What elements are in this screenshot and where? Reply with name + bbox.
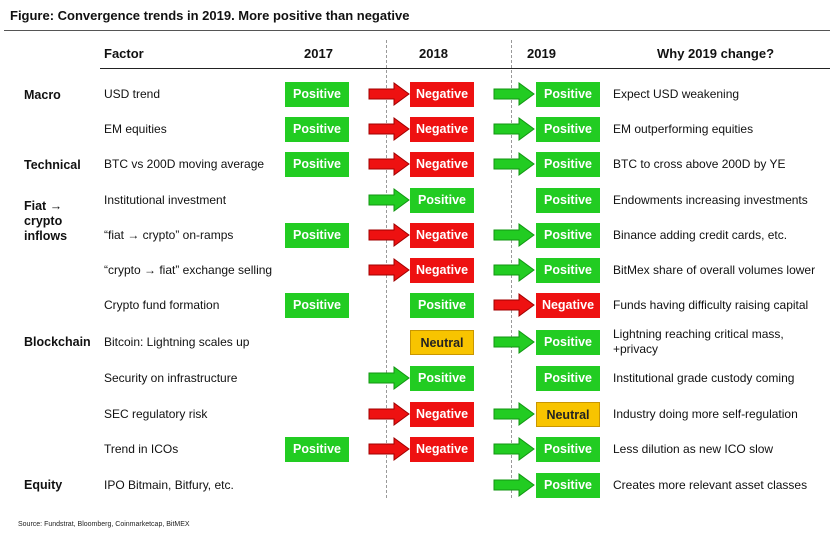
header-factor: Factor [104, 46, 144, 61]
factor-label: EM equities [104, 122, 167, 136]
status-2017-badge: Positive [285, 223, 349, 248]
status-2019-badge: Neutral [536, 402, 600, 427]
reason-text: Creates more relevant asset classes [613, 478, 808, 492]
status-2018-badge: Negative [410, 437, 474, 462]
group-blockchain: Blockchain [24, 335, 91, 349]
red-arrow-icon [368, 82, 410, 106]
status-2019-badge: Positive [536, 258, 600, 283]
green-arrow-icon [493, 82, 535, 106]
status-2019-badge: Positive [536, 117, 600, 142]
group-macro: Macro [24, 88, 61, 102]
red-arrow-icon [368, 437, 410, 461]
green-arrow-icon [493, 223, 535, 247]
status-2019-badge: Positive [536, 330, 600, 355]
header-why: Why 2019 change? [657, 46, 775, 61]
status-2018-badge: Neutral [410, 330, 474, 355]
red-arrow-icon [493, 293, 535, 317]
factor-label: Bitcoin: Lightning scales up [104, 335, 250, 349]
green-arrow-icon [493, 152, 535, 176]
reason-text: Industry doing more self-regulation [613, 407, 798, 421]
reason-text: Less dilution as new ICO slow [613, 442, 774, 456]
green-arrow-icon [493, 258, 535, 282]
status-2018-badge: Positive [410, 188, 474, 213]
green-arrow-icon [493, 473, 535, 497]
green-arrow-icon [368, 188, 410, 212]
red-arrow-icon [368, 223, 410, 247]
status-2019-badge: Positive [536, 223, 600, 248]
factor-label: Crypto fund formation [104, 298, 220, 312]
group-equity: Equity [24, 478, 63, 492]
reason-line: +privacy [613, 342, 659, 356]
status-2018-badge: Negative [410, 82, 474, 107]
reason-text: Institutional grade custody coming [613, 371, 795, 385]
reason-text: EM outperforming equities [613, 122, 754, 136]
reason-text: BitMex share of overall volumes lower [613, 263, 816, 277]
red-arrow-icon [368, 402, 410, 426]
status-2018-badge: Negative [410, 152, 474, 177]
reason-text: Lightning reaching critical mass, +privac… [613, 327, 784, 357]
factor-label: “crypto → fiat” exchange selling [104, 263, 273, 277]
red-arrow-icon [368, 152, 410, 176]
status-2019-badge: Negative [536, 293, 600, 318]
reason-line: Lightning reaching critical mass, [613, 327, 784, 341]
title-divider [4, 30, 830, 31]
status-2018-badge: Negative [410, 117, 474, 142]
green-arrow-icon [493, 330, 535, 354]
factor-label: Security on infrastructure [104, 371, 238, 385]
status-2017-badge: Positive [285, 117, 349, 142]
group-fiat-crypto: Fiat → crypto inflows [24, 199, 68, 243]
status-2017-badge: Positive [285, 437, 349, 462]
green-arrow-icon [493, 402, 535, 426]
status-2017-badge: Positive [285, 152, 349, 177]
reason-text: Expect USD weakening [613, 87, 740, 101]
factor-label: Trend in ICOs [104, 442, 179, 456]
reason-text: Endowments increasing investments [613, 193, 808, 207]
status-2019-badge: Positive [536, 82, 600, 107]
status-2018-badge: Positive [410, 293, 474, 318]
figure-title: Figure: Convergence trends in 2019. More… [10, 8, 410, 23]
status-2019-badge: Positive [536, 152, 600, 177]
header-2019: 2019 [527, 46, 556, 61]
green-arrow-icon [493, 117, 535, 141]
status-2019-badge: Positive [536, 366, 600, 391]
factor-label: “fiat → crypto” on-ramps [104, 228, 234, 242]
group-technical: Technical [24, 158, 81, 172]
factor-label: BTC vs 200D moving average [104, 157, 265, 171]
red-arrow-icon [368, 117, 410, 141]
status-2018-badge: Negative [410, 402, 474, 427]
green-arrow-icon [493, 437, 535, 461]
factor-label: IPO Bitmain, Bitfury, etc. [104, 478, 234, 492]
status-2017-badge: Positive [285, 293, 349, 318]
header-2017: 2017 [304, 46, 333, 61]
status-2019-badge: Positive [536, 473, 600, 498]
green-arrow-icon [368, 366, 410, 390]
factor-label: SEC regulatory risk [104, 407, 208, 421]
status-2018-badge: Negative [410, 223, 474, 248]
factor-label: Institutional investment [104, 193, 227, 207]
header-2018: 2018 [419, 46, 448, 61]
status-2018-badge: Positive [410, 366, 474, 391]
red-arrow-icon [368, 258, 410, 282]
status-2019-badge: Positive [536, 188, 600, 213]
reason-text: BTC to cross above 200D by YE [613, 157, 786, 171]
reason-text: Funds having difficulty raising capital [613, 298, 809, 312]
status-2017-badge: Positive [285, 82, 349, 107]
source-note: Source: Fundstrat, Bloomberg, Coinmarket… [18, 521, 190, 528]
factor-label: USD trend [104, 87, 161, 101]
status-2019-badge: Positive [536, 437, 600, 462]
status-2018-badge: Negative [410, 258, 474, 283]
reason-text: Binance adding credit cards, etc. [613, 228, 788, 242]
header-divider [100, 68, 830, 69]
